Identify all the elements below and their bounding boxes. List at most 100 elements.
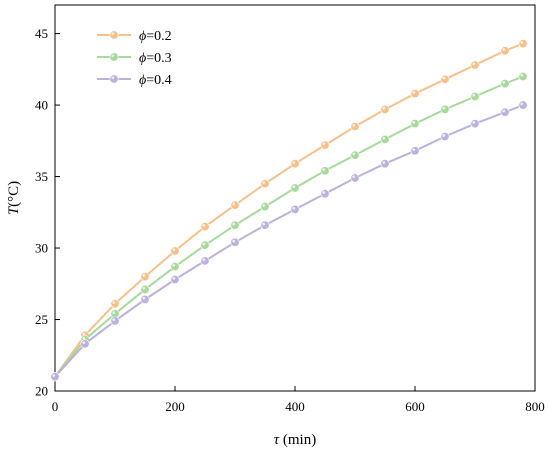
data-point-highlight (202, 242, 206, 246)
y-tick-label: 30 (35, 241, 48, 256)
x-tick-label: 600 (405, 399, 425, 414)
data-point (350, 173, 360, 183)
data-point (518, 39, 528, 49)
y-tick-label: 20 (35, 384, 48, 399)
x-tick-label: 0 (52, 399, 59, 414)
data-point-highlight (262, 181, 266, 184)
legend-item: ϕ=0.4 (97, 73, 172, 88)
data-point-highlight (520, 102, 524, 106)
data-point-highlight (322, 142, 326, 146)
y-tick-label: 35 (35, 169, 48, 184)
data-point-highlight (172, 248, 176, 252)
data-point (320, 166, 330, 176)
data-point (410, 119, 420, 129)
data-point (518, 71, 528, 81)
data-point-highlight (412, 91, 416, 94)
data-point (350, 122, 360, 132)
data-point-highlight (172, 276, 176, 280)
data-point (320, 140, 330, 150)
legend-marker-highlight (111, 54, 115, 58)
data-point-highlight (382, 106, 386, 110)
data-point-highlight (442, 76, 446, 80)
data-point-highlight (142, 286, 146, 290)
x-tick-label: 200 (165, 399, 185, 414)
data-point-highlight (352, 175, 356, 179)
data-point-highlight (112, 318, 116, 322)
legend-marker (109, 30, 119, 40)
y-axis-title: T(°C) (6, 181, 22, 215)
data-point (440, 132, 450, 142)
data-point (440, 104, 450, 114)
data-point-highlight (52, 374, 56, 377)
legend-label: ϕ=0.2 (139, 29, 172, 44)
data-point-highlight (292, 161, 296, 164)
data-point-highlight (352, 123, 356, 127)
data-point (470, 60, 480, 70)
data-point-highlight (412, 148, 416, 152)
data-point (290, 204, 300, 214)
data-point-highlight (442, 106, 446, 110)
data-point (380, 104, 390, 114)
y-tick-label: 45 (35, 26, 48, 41)
data-point (470, 119, 480, 129)
data-point (500, 46, 510, 56)
data-point-highlight (520, 41, 524, 44)
data-point-highlight (292, 185, 296, 189)
series-1 (50, 39, 528, 382)
data-point-highlight (142, 296, 146, 300)
series-3 (50, 100, 528, 382)
data-point (230, 200, 240, 210)
data-point (260, 179, 270, 189)
data-point (200, 240, 210, 250)
data-point-highlight (352, 152, 356, 156)
data-point-highlight (82, 341, 86, 345)
data-point-highlight (292, 206, 296, 210)
data-point (260, 202, 270, 212)
x-tick-label: 400 (285, 399, 305, 414)
data-point (170, 262, 180, 272)
data-point (410, 89, 420, 99)
legend-item: ϕ=0.3 (97, 51, 172, 66)
legend-item: ϕ=0.2 (97, 29, 172, 44)
data-point (260, 220, 270, 230)
data-point (380, 134, 390, 144)
data-point-highlight (232, 202, 236, 206)
data-point (170, 246, 180, 256)
data-point-highlight (82, 332, 86, 336)
data-point (500, 107, 510, 117)
data-point-highlight (112, 311, 116, 314)
legend-label: ϕ=0.3 (139, 51, 172, 66)
plot-frame (54, 4, 536, 392)
data-point (170, 274, 180, 284)
data-point (500, 79, 510, 89)
data-point-highlight (202, 258, 206, 262)
data-point-highlight (172, 264, 176, 267)
data-point (110, 299, 120, 309)
data-point-highlight (502, 81, 506, 84)
y-tick-label: 25 (35, 312, 48, 327)
data-point-highlight (142, 274, 146, 277)
data-point-highlight (322, 168, 326, 172)
legend: ϕ=0.2 ϕ=0.3 ϕ=0.4 (97, 29, 172, 88)
data-point-highlight (262, 222, 266, 226)
data-point-highlight (472, 93, 476, 97)
series-line (54, 75, 524, 378)
data-point (290, 183, 300, 193)
data-point-highlight (472, 62, 476, 66)
data-point (110, 316, 120, 326)
data-point-highlight (472, 121, 476, 124)
legend-marker-highlight (111, 32, 115, 36)
data-point (380, 159, 390, 169)
data-point-highlight (202, 223, 206, 227)
data-point (320, 189, 330, 199)
data-point (350, 150, 360, 160)
data-point-highlight (502, 109, 506, 113)
data-point (410, 146, 420, 156)
legend-marker (109, 52, 119, 62)
legend-marker (109, 74, 119, 84)
data-series (50, 39, 528, 382)
data-point-highlight (502, 48, 506, 51)
data-point (140, 295, 150, 305)
data-point (80, 339, 90, 349)
